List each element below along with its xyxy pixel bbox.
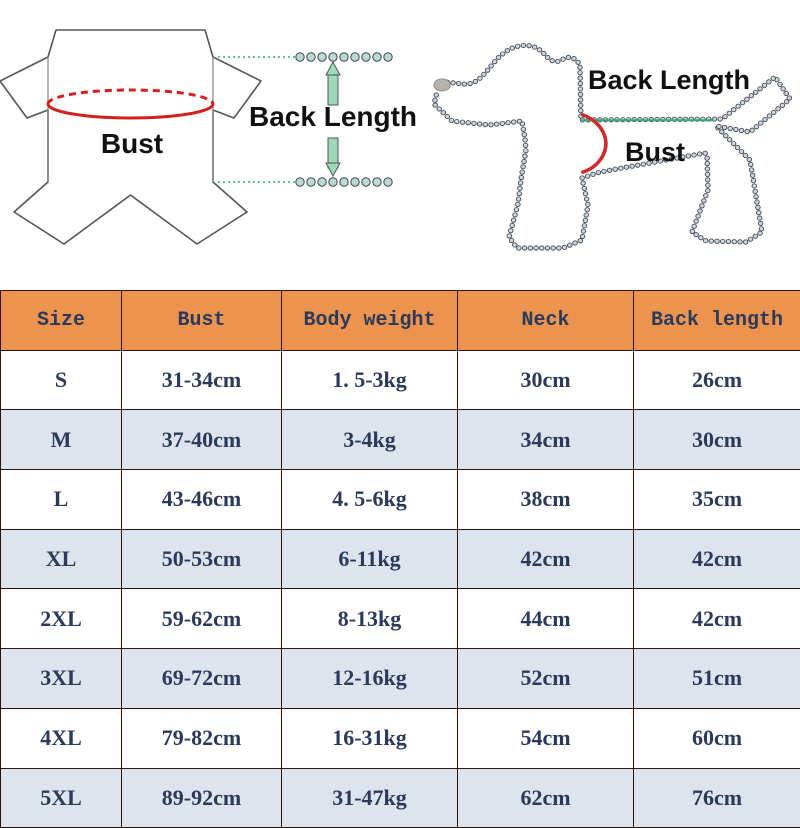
svg-text:Bust: Bust [101,128,163,159]
svg-text:Bust: Bust [625,137,685,167]
svg-text:Back Length: Back Length [249,101,417,132]
svg-text:Back Length: Back Length [588,65,750,95]
